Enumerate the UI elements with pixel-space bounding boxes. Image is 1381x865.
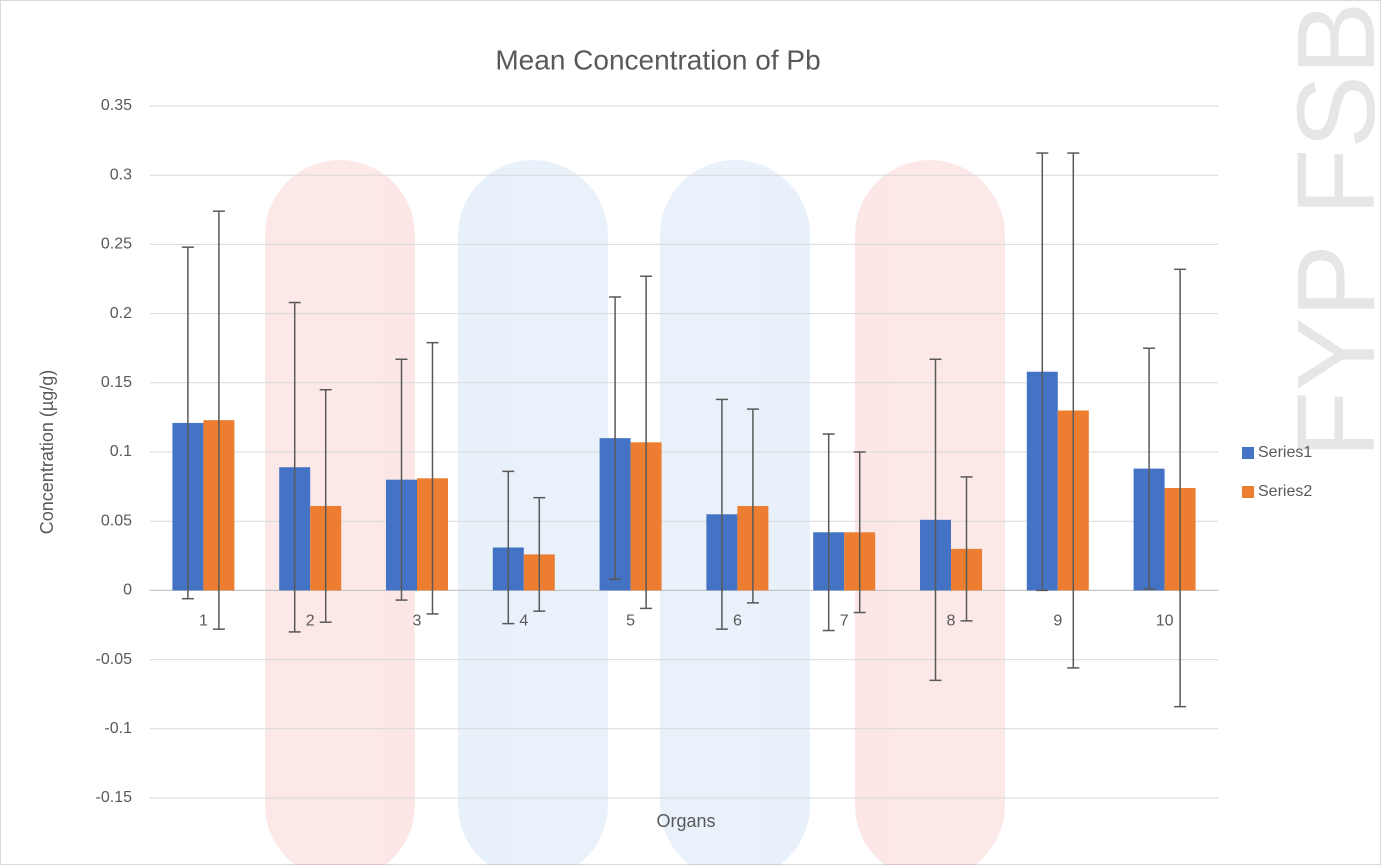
error-bar xyxy=(929,358,942,682)
y-tick-label: -0.15 xyxy=(96,789,133,806)
legend-swatch xyxy=(1242,447,1254,459)
error-bar xyxy=(1036,152,1049,592)
x-tick-label: 10 xyxy=(1156,613,1174,630)
y-tick-label: 0.05 xyxy=(101,512,132,529)
y-tick-label: 0.2 xyxy=(110,305,132,322)
legend-label: Series2 xyxy=(1258,483,1312,500)
error-bar xyxy=(181,246,194,600)
x-tick-label: 2 xyxy=(306,613,315,630)
error-bar xyxy=(640,275,653,610)
x-tick-label: 1 xyxy=(199,613,208,630)
error-bar xyxy=(288,301,301,633)
legend-label: Series1 xyxy=(1258,444,1312,461)
error-bar xyxy=(319,388,332,623)
y-axis-label: Concentration (µg/g) xyxy=(37,370,57,534)
y-tick-label: 0 xyxy=(123,582,132,599)
error-bar xyxy=(533,496,546,612)
x-tick-label: 3 xyxy=(413,613,422,630)
y-tick-label: 0.25 xyxy=(101,236,132,253)
chart-title: Mean Concentration of Pb xyxy=(495,44,820,75)
error-bar xyxy=(715,398,728,630)
x-tick-label: 9 xyxy=(1053,613,1062,630)
error-bar xyxy=(853,451,866,614)
error-bar xyxy=(609,296,622,581)
error-bar xyxy=(426,341,439,615)
y-tick-label: 0.35 xyxy=(101,97,132,114)
x-axis-label: Organs xyxy=(656,811,715,831)
y-tick-label: 0.1 xyxy=(110,443,132,460)
x-tick-label: 8 xyxy=(947,613,956,630)
error-bar xyxy=(212,210,225,630)
legend-swatch xyxy=(1242,486,1254,498)
y-tick-label: 0.15 xyxy=(101,374,132,391)
x-tick-label: 5 xyxy=(626,613,635,630)
error-bar xyxy=(1067,152,1080,669)
y-tick-label: -0.1 xyxy=(104,720,132,737)
watermark: FYP FSB xyxy=(1275,2,1381,458)
y-tick-label: -0.05 xyxy=(96,651,133,668)
x-tick-label: 4 xyxy=(519,613,528,630)
error-bar xyxy=(1143,347,1156,590)
x-tick-label: 7 xyxy=(840,613,849,630)
error-bar xyxy=(395,358,408,601)
error-bar xyxy=(1174,268,1187,708)
x-tick-label: 6 xyxy=(733,613,742,630)
error-bar xyxy=(746,408,759,604)
error-bar xyxy=(822,433,835,632)
error-bar xyxy=(502,470,515,625)
y-tick-label: 0.3 xyxy=(110,166,132,183)
error-bar xyxy=(960,476,973,622)
